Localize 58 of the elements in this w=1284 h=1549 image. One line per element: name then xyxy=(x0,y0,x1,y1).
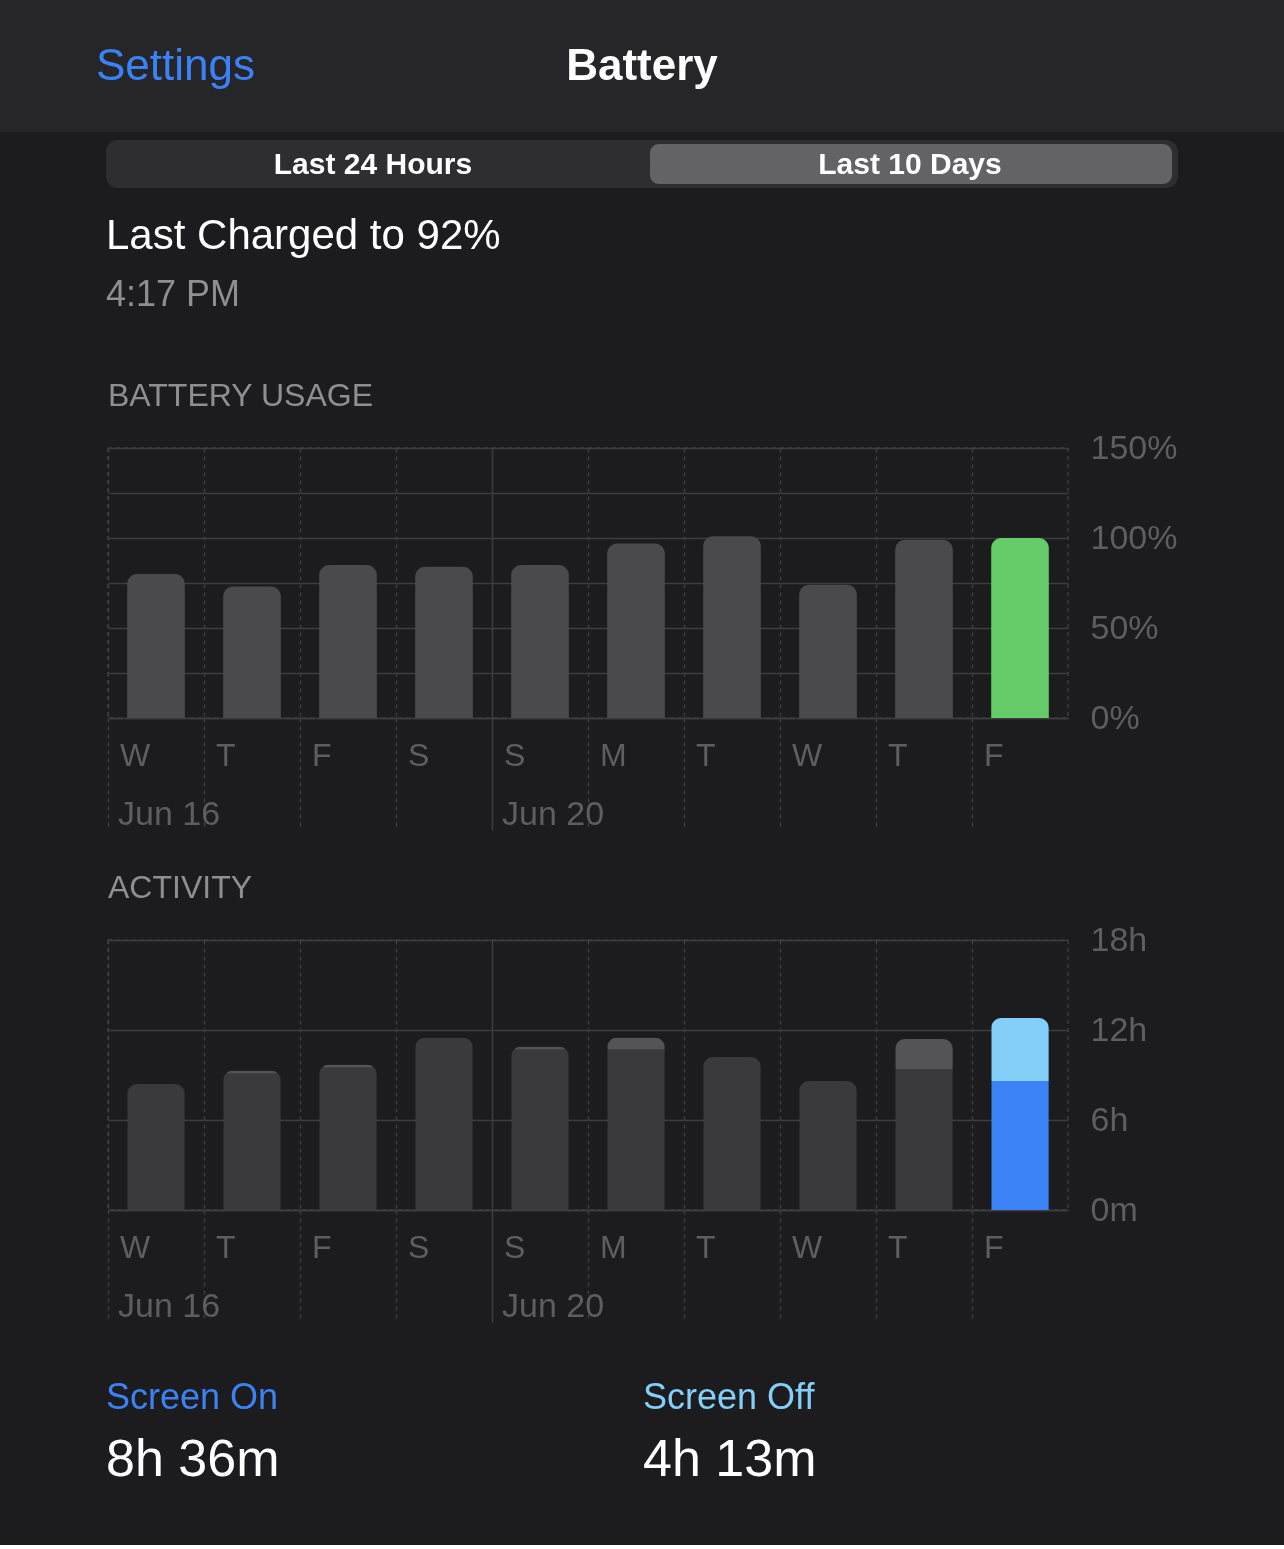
x-tick-label: T xyxy=(216,736,236,773)
bar xyxy=(799,584,857,718)
bar xyxy=(319,565,377,718)
chart-title: ACTIVITY xyxy=(108,869,253,905)
x-tick-label: S xyxy=(408,1228,430,1265)
bar xyxy=(991,538,1049,718)
text: Screen On xyxy=(106,1376,279,1417)
text: 4h 13m xyxy=(643,1429,817,1487)
text: Settings xyxy=(96,40,255,89)
text: Screen Off xyxy=(643,1376,816,1417)
y-tick-label: 0% xyxy=(1090,697,1140,736)
x-tick-label: F xyxy=(312,736,332,773)
x-tick-label: T xyxy=(696,736,716,773)
y-tick-label: 6h xyxy=(1090,1099,1129,1138)
x-tick-label: T xyxy=(216,1228,236,1265)
x-tick-label: T xyxy=(696,1228,716,1265)
x-tick-label: W xyxy=(120,736,151,773)
bar xyxy=(223,586,281,718)
x-tick-label: F xyxy=(312,1228,332,1265)
bar xyxy=(703,536,761,718)
x-tick-label: F xyxy=(984,1228,1004,1265)
text: Jun 20 xyxy=(502,794,605,832)
x-tick-label: M xyxy=(600,736,627,773)
x-tick-label: W xyxy=(120,1228,151,1265)
text: Jun 16 xyxy=(118,1286,221,1324)
bar xyxy=(895,539,953,718)
text: Last 10 Days xyxy=(818,147,1002,180)
x-tick-label: S xyxy=(504,1228,526,1265)
text: Last 24 Hours xyxy=(273,147,473,180)
x-tick-label: T xyxy=(888,736,908,773)
bar xyxy=(607,543,665,718)
x-tick-label: W xyxy=(792,736,823,773)
y-tick-label: 100% xyxy=(1090,517,1178,556)
y-tick-label: 12h xyxy=(1090,1009,1148,1048)
bar xyxy=(511,565,569,718)
x-tick-label: W xyxy=(792,1228,823,1265)
text: Jun 20 xyxy=(502,1286,605,1324)
text: Jun 16 xyxy=(118,794,221,832)
chart-title: BATTERY USAGE xyxy=(108,377,373,413)
y-tick-label: 18h xyxy=(1090,919,1148,958)
text: 4:17 PM xyxy=(106,273,241,314)
text: 8h 36m xyxy=(106,1429,280,1487)
bar xyxy=(607,1037,665,1050)
x-tick-label: M xyxy=(600,1228,627,1265)
x-tick-label: F xyxy=(984,736,1004,773)
x-tick-label: S xyxy=(408,736,430,773)
x-tick-label: S xyxy=(504,736,526,773)
y-tick-label: 50% xyxy=(1090,607,1159,646)
bar xyxy=(991,1081,1049,1210)
bar xyxy=(895,1039,953,1069)
x-tick-label: T xyxy=(888,1228,908,1265)
y-tick-label: 0m xyxy=(1090,1189,1138,1228)
text: Battery xyxy=(566,40,719,89)
text: Last Charged to 92% xyxy=(106,211,501,258)
bar xyxy=(991,1018,1049,1081)
bar xyxy=(127,574,185,718)
y-tick-label: 150% xyxy=(1090,427,1178,466)
bar xyxy=(415,566,473,718)
